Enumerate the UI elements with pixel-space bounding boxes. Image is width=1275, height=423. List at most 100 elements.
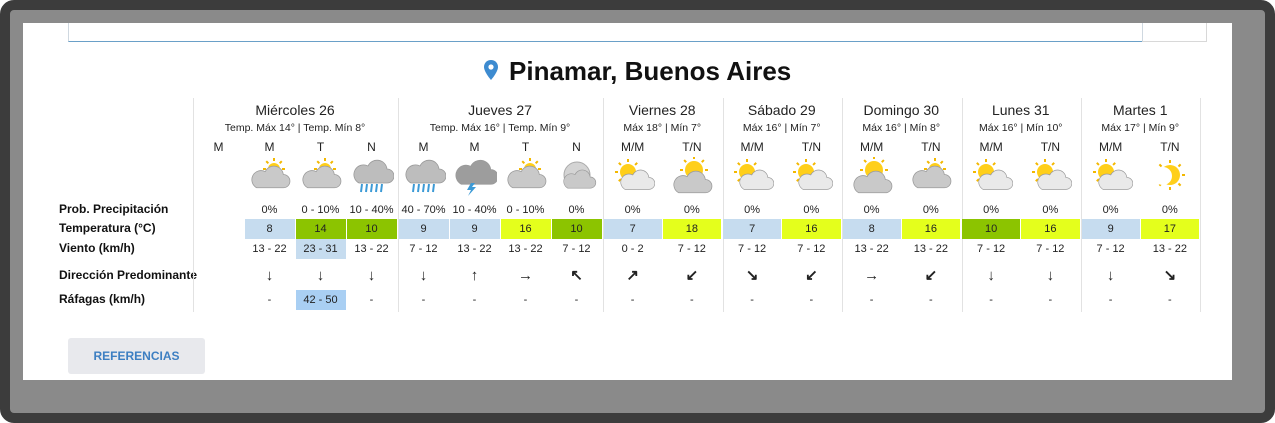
gusts: - bbox=[809, 294, 814, 306]
wind: 13 - 22 bbox=[457, 243, 492, 255]
precipitation: 0% bbox=[983, 204, 1000, 216]
period-label: T/N bbox=[1160, 140, 1180, 154]
period-label: T/N bbox=[682, 140, 702, 154]
weather-icon bbox=[850, 156, 894, 197]
wind-direction: ↖ bbox=[570, 267, 583, 284]
wind-direction: ↑ bbox=[470, 267, 479, 284]
temperature: 10 bbox=[346, 219, 397, 239]
period-label: T/N bbox=[801, 140, 822, 154]
references-button[interactable]: REFERENCIAS bbox=[68, 338, 205, 374]
precipitation: 0% bbox=[624, 204, 641, 216]
period-label: T bbox=[316, 140, 325, 154]
weather-icon bbox=[299, 157, 343, 197]
period-label: T/N bbox=[1040, 140, 1061, 154]
day-summary: Máx 16° | Mín 8° bbox=[862, 122, 941, 134]
wind-direction: ↓ bbox=[1106, 267, 1115, 284]
icon bbox=[1032, 159, 1073, 190]
icon bbox=[973, 159, 1014, 190]
temperature: 9 bbox=[398, 219, 449, 239]
wind-direction: ↙ bbox=[805, 267, 818, 284]
wind: 7 - 12 bbox=[1036, 243, 1065, 255]
precipitation: 0% bbox=[1102, 204, 1119, 216]
gusts: - bbox=[869, 294, 874, 306]
day-separator bbox=[398, 98, 399, 312]
precipitation: 0 - 10% bbox=[506, 204, 545, 216]
temperature: 18 bbox=[662, 219, 721, 239]
icon bbox=[1092, 159, 1133, 190]
period-label: T/N bbox=[921, 140, 941, 154]
precipitation: 0% bbox=[803, 204, 820, 216]
temperature: 10 bbox=[962, 219, 1021, 239]
precipitation: 0% bbox=[922, 204, 939, 216]
weather-icon bbox=[611, 157, 655, 197]
period-label: N bbox=[572, 140, 581, 154]
weather-icon bbox=[402, 157, 446, 197]
wind-direction: ↓ bbox=[987, 267, 995, 284]
wind: 7 - 12 bbox=[677, 243, 706, 255]
row-label: Viento (km/h) bbox=[59, 241, 135, 255]
wind: 0 - 2 bbox=[621, 243, 644, 255]
day-separator bbox=[1081, 98, 1082, 312]
precipitation: 0% bbox=[744, 204, 761, 216]
period-label: M/M bbox=[1098, 140, 1123, 154]
period-label: M/M bbox=[620, 140, 645, 154]
wind: 7 - 12 bbox=[797, 243, 826, 255]
gusts: - bbox=[750, 294, 754, 306]
precipitation: 0% bbox=[261, 204, 278, 216]
wind-direction: ↓ bbox=[1046, 267, 1055, 284]
wind-direction: ↘ bbox=[745, 267, 759, 284]
weather-icon bbox=[504, 157, 548, 197]
day-summary: Máx 16° | Mín 7° bbox=[742, 122, 821, 134]
gusts: - bbox=[630, 294, 635, 306]
wind: 13 - 22 bbox=[508, 243, 543, 255]
temperature: 14 bbox=[295, 219, 346, 239]
precipitation: 0% bbox=[863, 204, 880, 216]
day-name: Miércoles 26 bbox=[255, 102, 335, 118]
temperature: 17 bbox=[1140, 219, 1199, 239]
icon bbox=[912, 158, 952, 189]
day-separator bbox=[842, 98, 843, 312]
search-box-side bbox=[1142, 23, 1207, 42]
wind: 7 - 12 bbox=[409, 243, 438, 255]
weather-icon bbox=[1148, 157, 1192, 197]
wind: 7 - 12 bbox=[1096, 243, 1125, 255]
wind: 13 - 22 bbox=[252, 243, 287, 255]
gusts: - bbox=[267, 294, 272, 306]
page: Pinamar, Buenos Aires Prob. Precipitació… bbox=[23, 23, 1232, 380]
icon bbox=[352, 159, 394, 193]
day-summary: Máx 17° | Mín 9° bbox=[1101, 122, 1180, 134]
weather-icon bbox=[350, 157, 394, 197]
location-title: Pinamar, Buenos Aires bbox=[509, 56, 792, 86]
pin-icon bbox=[484, 60, 498, 80]
period-label: M bbox=[213, 140, 224, 154]
precipitation: 0% bbox=[683, 204, 700, 216]
wind: 13 - 22 bbox=[854, 243, 889, 255]
gusts: - bbox=[421, 294, 426, 306]
wind-direction: ↓ bbox=[419, 267, 428, 284]
weather-icon bbox=[248, 157, 292, 197]
temperature: 8 bbox=[244, 219, 295, 239]
wind-direction: ↗ bbox=[626, 267, 639, 284]
day-name: Domingo 30 bbox=[863, 102, 940, 118]
temperature: 16 bbox=[500, 219, 551, 239]
day-name: Martes 1 bbox=[1113, 102, 1168, 118]
row-label: Prob. Precipitación bbox=[59, 202, 169, 216]
day-name: Viernes 28 bbox=[628, 102, 696, 118]
wind-direction: ↙ bbox=[924, 267, 938, 284]
precipitation: 10 - 40% bbox=[349, 204, 394, 216]
weather-icon bbox=[730, 157, 775, 197]
icon bbox=[673, 156, 713, 194]
wind-direction: ↘ bbox=[1163, 267, 1177, 284]
icon bbox=[853, 156, 892, 194]
period-label: M/M bbox=[859, 140, 884, 154]
wind-direction: → bbox=[864, 267, 880, 284]
icon bbox=[562, 161, 596, 189]
weather-icon bbox=[1089, 157, 1133, 197]
row-label: Temperatura (°C) bbox=[59, 221, 156, 235]
icon bbox=[614, 159, 655, 190]
wind: 7 - 12 bbox=[977, 243, 1006, 255]
temperature: 7 bbox=[603, 219, 662, 239]
icon bbox=[734, 159, 775, 190]
gusts: - bbox=[929, 294, 933, 306]
icon bbox=[793, 159, 834, 190]
